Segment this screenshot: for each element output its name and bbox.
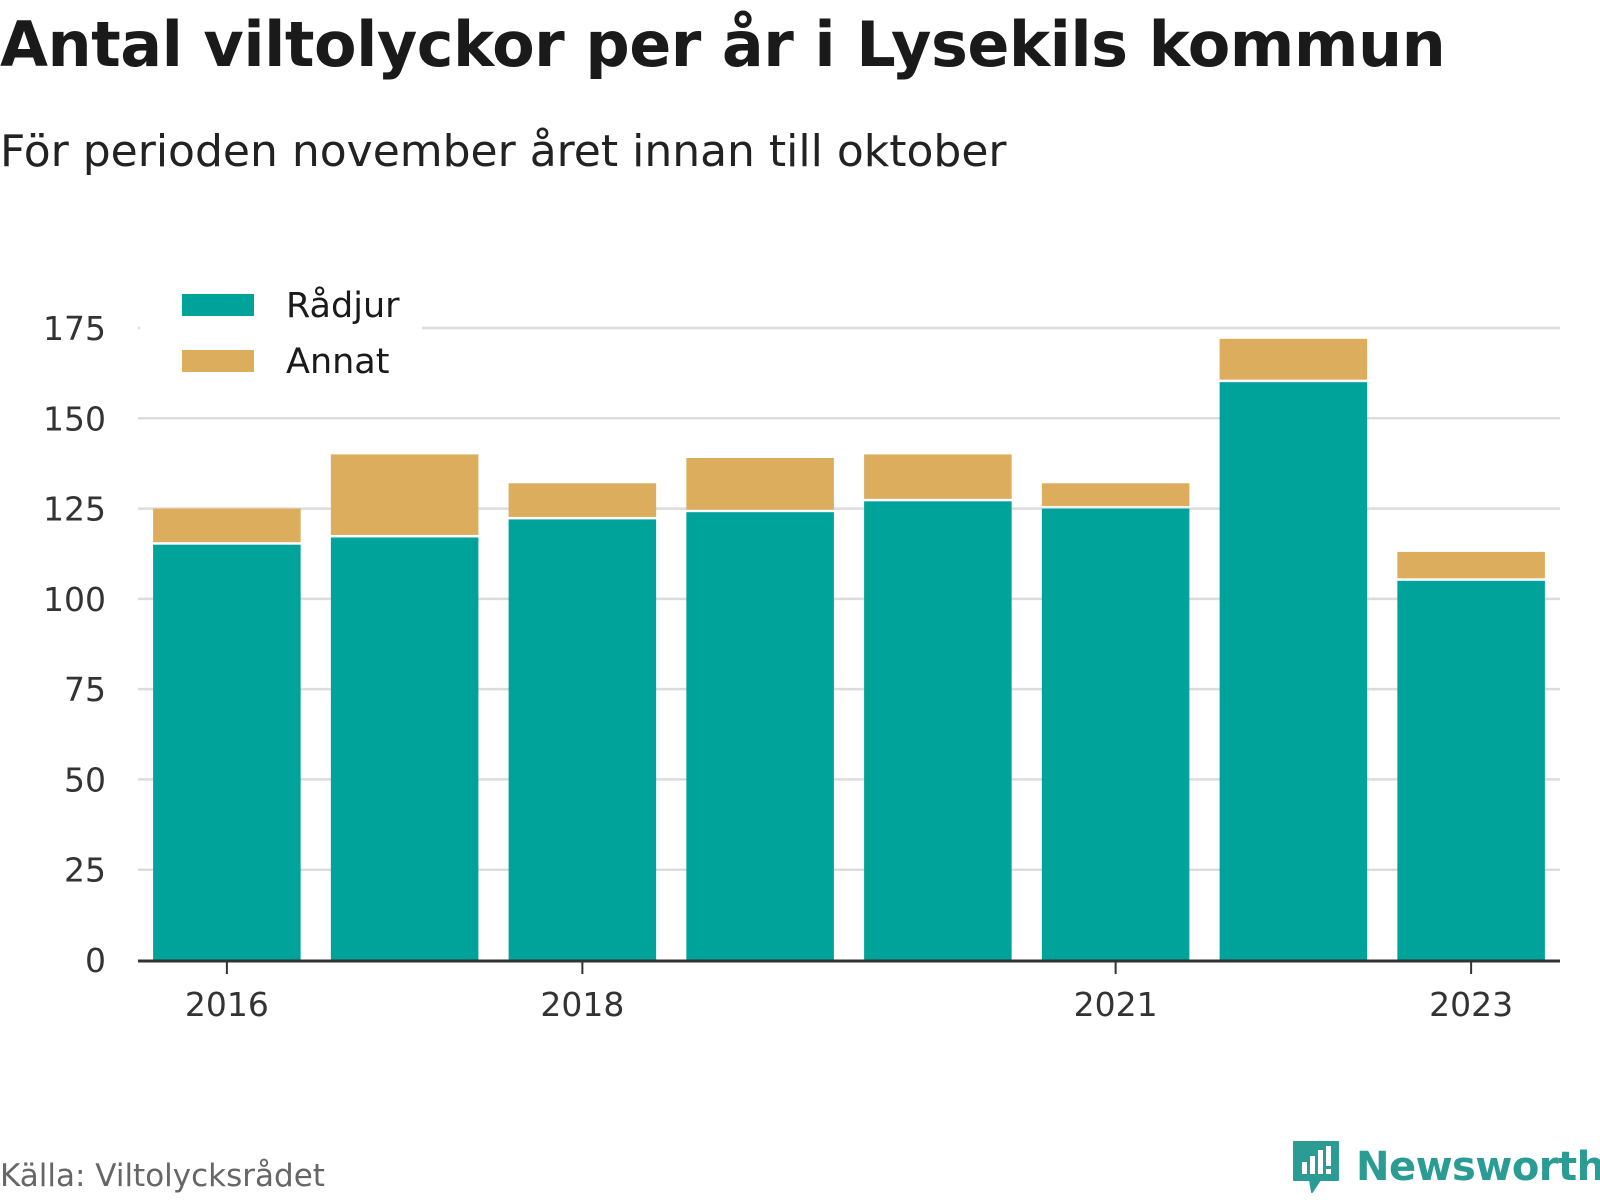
bar-r-djur-2020 xyxy=(864,501,1012,960)
y-tick-label: 75 xyxy=(64,670,106,709)
y-tick-label: 125 xyxy=(43,490,106,529)
bar-r-djur-2023 xyxy=(1397,580,1545,960)
bar-annat-2016 xyxy=(153,508,301,543)
legend-swatch xyxy=(182,350,254,372)
x-tick-label: 2023 xyxy=(1429,985,1513,1024)
bars xyxy=(153,338,1545,961)
bar-annat-2020 xyxy=(864,454,1012,499)
bar-annat-2021 xyxy=(1041,483,1190,507)
chart-title: Antal viltolyckor per år i Lysekils komm… xyxy=(0,8,1446,81)
x-tick-label: 2021 xyxy=(1074,985,1158,1024)
bar-annat-2018 xyxy=(508,483,657,517)
y-tick-label: 25 xyxy=(64,851,106,890)
legend: Rådjur Annat xyxy=(140,278,422,390)
brand-logo: Newsworthy xyxy=(1290,1138,1600,1196)
bar-r-djur-2022 xyxy=(1219,382,1368,961)
axes: 0 25 50 75 100 125 150 175 2016 2018 2021 2023 xyxy=(43,309,1560,1024)
brand-name: Newsworthy xyxy=(1356,1144,1600,1190)
bar-r-djur-2019 xyxy=(686,512,834,960)
source-note: Källa: Viltolycksrådet xyxy=(0,1158,325,1194)
newsworthy-logo-icon xyxy=(1293,1141,1339,1193)
y-tick-label: 100 xyxy=(43,580,106,619)
x-tick-label: 2018 xyxy=(540,985,624,1024)
y-tick-label: 50 xyxy=(64,760,106,799)
bar-annat-2022 xyxy=(1219,338,1368,380)
legend-swatch xyxy=(182,294,254,316)
bar-annat-2019 xyxy=(686,458,834,510)
legend-label: Rådjur xyxy=(286,285,400,326)
bar-annat-2017 xyxy=(330,454,479,535)
y-tick-label: 175 xyxy=(43,309,106,348)
y-tick-label: 150 xyxy=(43,399,106,438)
bar-annat-2023 xyxy=(1397,551,1545,579)
bar-r-djur-2021 xyxy=(1041,508,1190,960)
bar-r-djur-2016 xyxy=(153,544,301,960)
y-tick-label: 0 xyxy=(85,941,106,980)
bar-r-djur-2017 xyxy=(330,537,479,960)
bar-r-djur-2018 xyxy=(508,519,657,960)
legend-label: Annat xyxy=(286,342,389,382)
chart-subtitle: För perioden november året innan till ok… xyxy=(0,126,1007,177)
x-tick-label: 2016 xyxy=(185,985,269,1024)
